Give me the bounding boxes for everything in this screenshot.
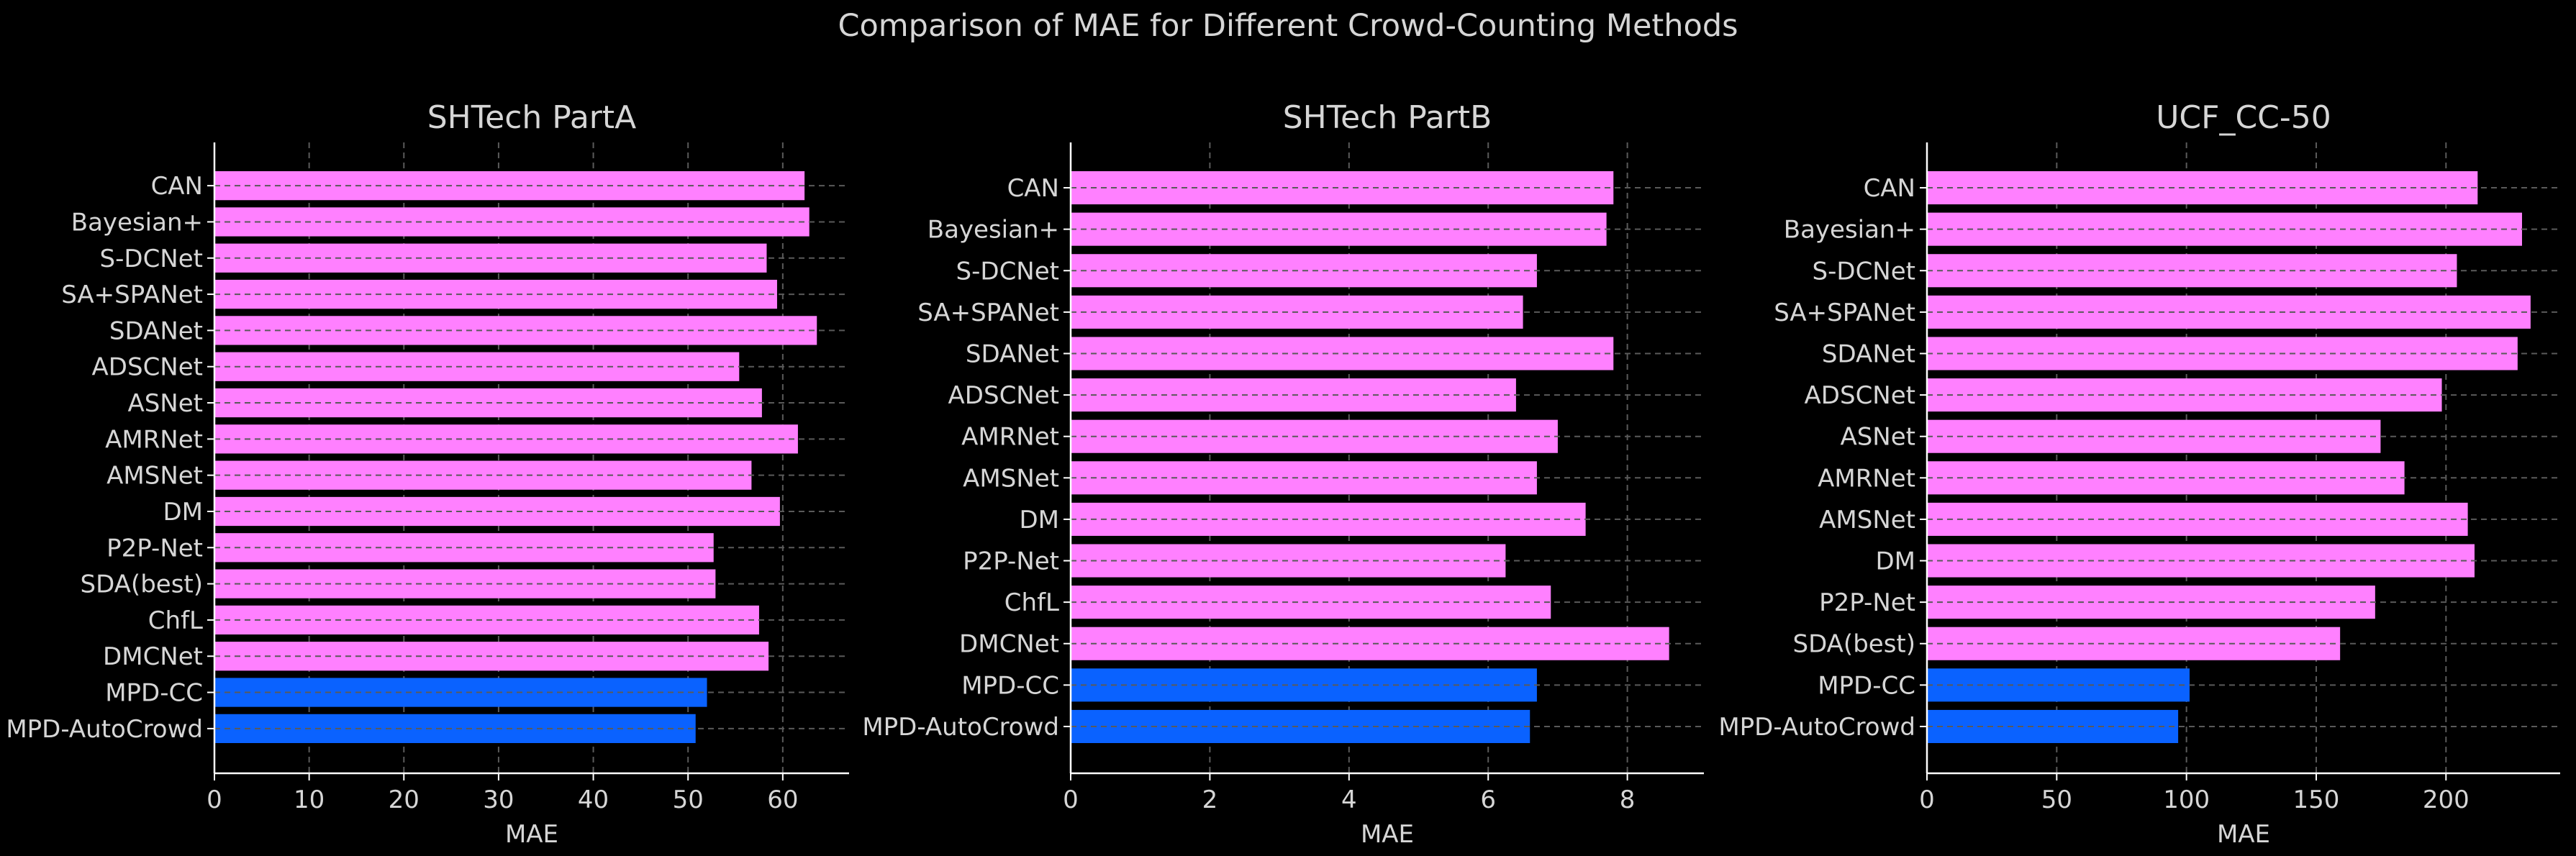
y-tick-label: DMCNet <box>959 630 1059 659</box>
y-tick-label: MPD-CC <box>1818 671 1915 700</box>
y-tick-label: ADSCNet <box>948 381 1059 410</box>
y-tick-label: CAN <box>1007 174 1059 203</box>
y-tick-label: SA+SPANet <box>1774 299 1915 327</box>
y-tick-label: P2P-Net <box>1819 588 1915 617</box>
chart-panel-3: CAN Bayesian+ S-DCNet SA+SPANet SDANet ADSCNe… <box>1718 99 2560 849</box>
chart-title: SHTech PartA <box>427 99 637 136</box>
bar-mpd-autocrowd <box>1071 709 1530 743</box>
y-tick-label: Bayesian+ <box>71 208 203 237</box>
x-tick-label: 0 <box>1063 786 1079 814</box>
y-tick-label: DM <box>1019 506 1059 534</box>
chart-title: UCF_CC-50 <box>2156 99 2331 136</box>
y-tick-label: SDA(best) <box>1793 630 1916 659</box>
y-tick-label: MPD-CC <box>961 671 1059 700</box>
y-tick-label: CAN <box>151 172 203 201</box>
chart-panel-1: CAN Bayesian+ S-DCNet SA+SPANet SDANet ADSCNe… <box>6 99 849 849</box>
bar-mpd-autocrowd <box>214 714 696 743</box>
y-tick-label: Bayesian+ <box>928 216 1059 245</box>
y-tick-label: SDANet <box>109 317 203 345</box>
y-tick-label: DMCNet <box>103 642 203 671</box>
y-tick-label: Bayesian+ <box>1784 216 1915 245</box>
bar-amsnet <box>1927 502 2468 536</box>
y-tick-label: P2P-Net <box>963 547 1059 576</box>
chart-panel-2: CAN Bayesian+ S-DCNet SA+SPANet SDANet ADSCNe… <box>862 99 1704 849</box>
x-tick-label: 10 <box>294 786 325 814</box>
y-tick-label: SA+SPANet <box>61 281 203 309</box>
x-tick-label: 100 <box>2163 786 2210 814</box>
y-tick-label: MPD-AutoCrowd <box>862 713 1059 742</box>
x-axis-title: MAE <box>2217 820 2270 849</box>
x-tick-label: 60 <box>767 786 798 814</box>
x-tick-label: 4 <box>1341 786 1357 814</box>
y-tick-label: ADSCNet <box>1805 381 1915 410</box>
y-tick-label: AMRNet <box>105 425 203 454</box>
y-tick-label: AMRNet <box>1818 464 1915 493</box>
y-tick-label: AMSNet <box>963 464 1059 493</box>
x-tick-label: 200 <box>2423 786 2470 814</box>
x-tick-label: 8 <box>1620 786 1636 814</box>
y-tick-label: ASNet <box>127 389 203 418</box>
y-tick-label: MPD-CC <box>105 679 203 708</box>
y-tick-label: SA+SPANet <box>917 299 1059 327</box>
y-tick-label: S-DCNet <box>100 245 203 273</box>
bar-sdanet <box>214 316 817 345</box>
y-tick-label: ADSCNet <box>92 353 203 382</box>
y-tick-label: DM <box>163 498 203 527</box>
y-tick-label: SDANet <box>1822 340 1915 368</box>
x-tick-label: 20 <box>389 786 419 814</box>
y-tick-label: AMSNet <box>1819 506 1915 534</box>
chart-title: SHTech PartB <box>1283 99 1492 136</box>
bar-sdanet <box>1071 337 1614 370</box>
y-tick-label: AMRNet <box>961 423 1059 452</box>
y-tick-label: S-DCNet <box>956 257 1059 286</box>
figure-title: Comparison of MAE for Different Crowd-Co… <box>838 8 1738 44</box>
y-tick-label: P2P-Net <box>106 534 203 563</box>
bar-chfl <box>1071 586 1551 619</box>
x-tick-label: 50 <box>673 786 704 814</box>
y-tick-label: S-DCNet <box>1813 257 1915 286</box>
x-tick-label: 150 <box>2293 786 2340 814</box>
x-tick-label: 0 <box>207 786 222 814</box>
x-axis-title: MAE <box>505 820 558 849</box>
y-tick-label: ASNet <box>1840 423 1915 452</box>
y-tick-label: SDANet <box>966 340 1059 368</box>
y-tick-label: ChfL <box>1004 588 1059 617</box>
x-tick-label: 0 <box>1919 786 1935 814</box>
x-tick-label: 2 <box>1202 786 1218 814</box>
y-tick-label: AMSNet <box>106 462 203 491</box>
bar-sa-spanet <box>1927 295 2531 329</box>
x-tick-label: 6 <box>1480 786 1496 814</box>
y-tick-label: SDA(best) <box>81 570 204 599</box>
x-tick-label: 50 <box>2041 786 2072 814</box>
bar-can <box>1071 171 1614 205</box>
y-tick-label: DM <box>1875 547 1915 576</box>
y-tick-label: MPD-AutoCrowd <box>6 715 203 744</box>
y-tick-label: ChfL <box>148 606 203 635</box>
y-tick-label: CAN <box>1864 174 1915 203</box>
x-axis-title: MAE <box>1361 820 1414 849</box>
x-tick-label: 30 <box>483 786 514 814</box>
x-tick-label: 40 <box>578 786 609 814</box>
y-tick-label: MPD-AutoCrowd <box>1718 713 1915 742</box>
